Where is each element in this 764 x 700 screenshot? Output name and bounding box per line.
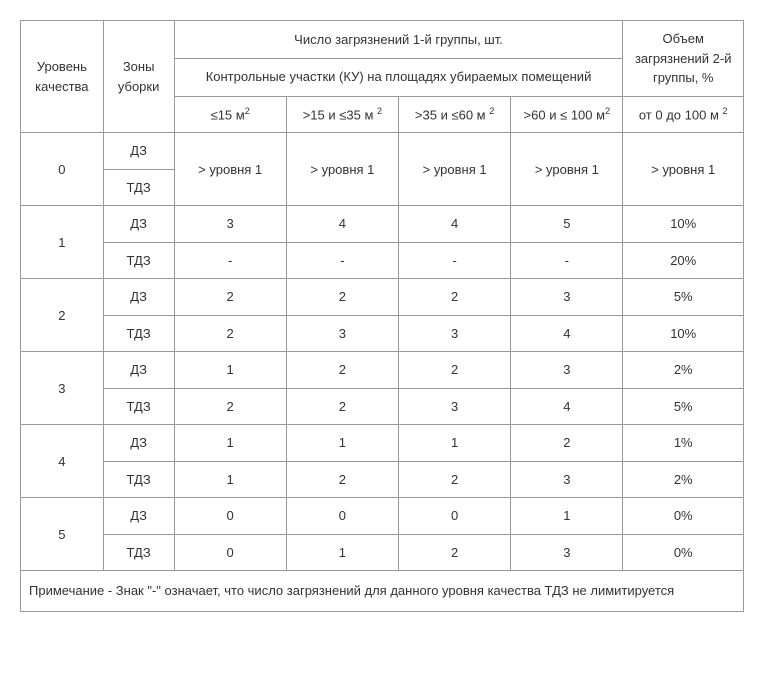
value-cell: - bbox=[399, 242, 511, 279]
value-cell: 2 bbox=[399, 352, 511, 389]
value-cell: 1 bbox=[174, 425, 286, 462]
table-row: 2 ДЗ 2 2 2 3 5% bbox=[21, 279, 744, 316]
value-cell: 1 bbox=[174, 461, 286, 498]
value-cell: 3 bbox=[286, 315, 398, 352]
header-row-1: Уровень качества Зоны уборки Число загря… bbox=[21, 21, 744, 59]
table-row: 0 ДЗ > уровня 1 > уровня 1 > уровня 1 > … bbox=[21, 133, 744, 170]
zone-cell: ТДЗ bbox=[103, 169, 174, 206]
table-row: 5 ДЗ 0 0 0 1 0% bbox=[21, 498, 744, 535]
header-ku-b: >15 и ≤35 м 2 bbox=[286, 96, 398, 133]
value-cell: 3 bbox=[511, 534, 623, 571]
value-cell: 2 bbox=[174, 279, 286, 316]
value-cell: 2% bbox=[623, 352, 744, 389]
value-cell: 0 bbox=[286, 498, 398, 535]
value-cell: 0 bbox=[399, 498, 511, 535]
value-cell: 1% bbox=[623, 425, 744, 462]
value-cell: 2 bbox=[286, 279, 398, 316]
table-row: ТДЗ 2 2 3 4 5% bbox=[21, 388, 744, 425]
level-cell: 2 bbox=[21, 279, 104, 352]
note-row: Примечание - Знак "-" означает, что числ… bbox=[21, 571, 744, 612]
table-row: 1 ДЗ 3 4 4 5 10% bbox=[21, 206, 744, 243]
value-cell: 3 bbox=[399, 388, 511, 425]
value-cell: 2 bbox=[286, 352, 398, 389]
zone-cell: ДЗ bbox=[103, 352, 174, 389]
zone-cell: ТДЗ bbox=[103, 242, 174, 279]
value-cell: 3 bbox=[511, 461, 623, 498]
value-cell: 0 bbox=[174, 498, 286, 535]
value-cell: 20% bbox=[623, 242, 744, 279]
value-cell: 4 bbox=[511, 315, 623, 352]
table-row: ТДЗ 1 2 2 3 2% bbox=[21, 461, 744, 498]
value-cell: 2 bbox=[399, 279, 511, 316]
value-cell: 2 bbox=[174, 315, 286, 352]
zone-cell: ТДЗ bbox=[103, 315, 174, 352]
level-cell: 1 bbox=[21, 206, 104, 279]
header-ku-a: ≤15 м2 bbox=[174, 96, 286, 133]
value-cell: 2 bbox=[399, 461, 511, 498]
header-control-areas: Контрольные участки (КУ) на площадях уби… bbox=[174, 58, 623, 96]
level-cell: 3 bbox=[21, 352, 104, 425]
value-cell: - bbox=[174, 242, 286, 279]
value-cell: 0% bbox=[623, 534, 744, 571]
level-cell: 5 bbox=[21, 498, 104, 571]
value-cell: 1 bbox=[399, 425, 511, 462]
level-cell: 4 bbox=[21, 425, 104, 498]
zone-cell: ДЗ bbox=[103, 425, 174, 462]
value-cell: 0 bbox=[174, 534, 286, 571]
header-vol-range: от 0 до 100 м 2 bbox=[623, 96, 744, 133]
note-cell: Примечание - Знак "-" означает, что числ… bbox=[21, 571, 744, 612]
table-row: 4 ДЗ 1 1 1 2 1% bbox=[21, 425, 744, 462]
zone-cell: ДЗ bbox=[103, 206, 174, 243]
zone-cell: ДЗ bbox=[103, 133, 174, 170]
table-row: ТДЗ - - - - 20% bbox=[21, 242, 744, 279]
value-cell: 10% bbox=[623, 206, 744, 243]
zone-cell: ТДЗ bbox=[103, 388, 174, 425]
header-cleaning-zone: Зоны уборки bbox=[103, 21, 174, 133]
level-cell: 0 bbox=[21, 133, 104, 206]
value-cell: 5% bbox=[623, 388, 744, 425]
value-cell: > уровня 1 bbox=[623, 133, 744, 206]
table-row: ТДЗ 0 1 2 3 0% bbox=[21, 534, 744, 571]
value-cell: 3 bbox=[511, 279, 623, 316]
value-cell: 4 bbox=[511, 388, 623, 425]
value-cell: > уровня 1 bbox=[511, 133, 623, 206]
value-cell: 1 bbox=[511, 498, 623, 535]
table-row: 3 ДЗ 1 2 2 3 2% bbox=[21, 352, 744, 389]
value-cell: 2 bbox=[511, 425, 623, 462]
value-cell: 3 bbox=[511, 352, 623, 389]
zone-cell: ТДЗ bbox=[103, 534, 174, 571]
header-ku-c: >35 и ≤60 м 2 bbox=[399, 96, 511, 133]
pollution-levels-table: Уровень качества Зоны уборки Число загря… bbox=[20, 20, 744, 612]
value-cell: 2% bbox=[623, 461, 744, 498]
value-cell: > уровня 1 bbox=[399, 133, 511, 206]
value-cell: 5% bbox=[623, 279, 744, 316]
value-cell: > уровня 1 bbox=[174, 133, 286, 206]
value-cell: 1 bbox=[286, 534, 398, 571]
value-cell: 4 bbox=[399, 206, 511, 243]
value-cell: 10% bbox=[623, 315, 744, 352]
value-cell: 0% bbox=[623, 498, 744, 535]
value-cell: 5 bbox=[511, 206, 623, 243]
value-cell: 1 bbox=[174, 352, 286, 389]
header-group1-count: Число загрязнений 1-й группы, шт. bbox=[174, 21, 623, 59]
value-cell: 3 bbox=[174, 206, 286, 243]
value-cell: 2 bbox=[286, 461, 398, 498]
table-row: ТДЗ 2 3 3 4 10% bbox=[21, 315, 744, 352]
zone-cell: ДЗ bbox=[103, 279, 174, 316]
value-cell: - bbox=[286, 242, 398, 279]
value-cell: - bbox=[511, 242, 623, 279]
value-cell: 2 bbox=[286, 388, 398, 425]
value-cell: > уровня 1 bbox=[286, 133, 398, 206]
zone-cell: ТДЗ bbox=[103, 461, 174, 498]
header-quality-level: Уровень качества bbox=[21, 21, 104, 133]
header-ku-d: >60 и ≤ 100 м2 bbox=[511, 96, 623, 133]
value-cell: 4 bbox=[286, 206, 398, 243]
header-group2-volume: Объем загрязнений 2-й группы, % bbox=[623, 21, 744, 97]
value-cell: 3 bbox=[399, 315, 511, 352]
zone-cell: ДЗ bbox=[103, 498, 174, 535]
value-cell: 2 bbox=[174, 388, 286, 425]
value-cell: 2 bbox=[399, 534, 511, 571]
value-cell: 1 bbox=[286, 425, 398, 462]
